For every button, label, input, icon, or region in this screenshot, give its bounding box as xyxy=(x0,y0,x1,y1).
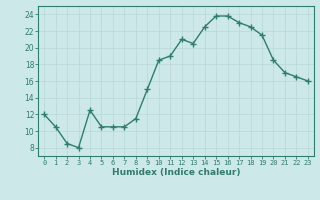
X-axis label: Humidex (Indice chaleur): Humidex (Indice chaleur) xyxy=(112,168,240,177)
